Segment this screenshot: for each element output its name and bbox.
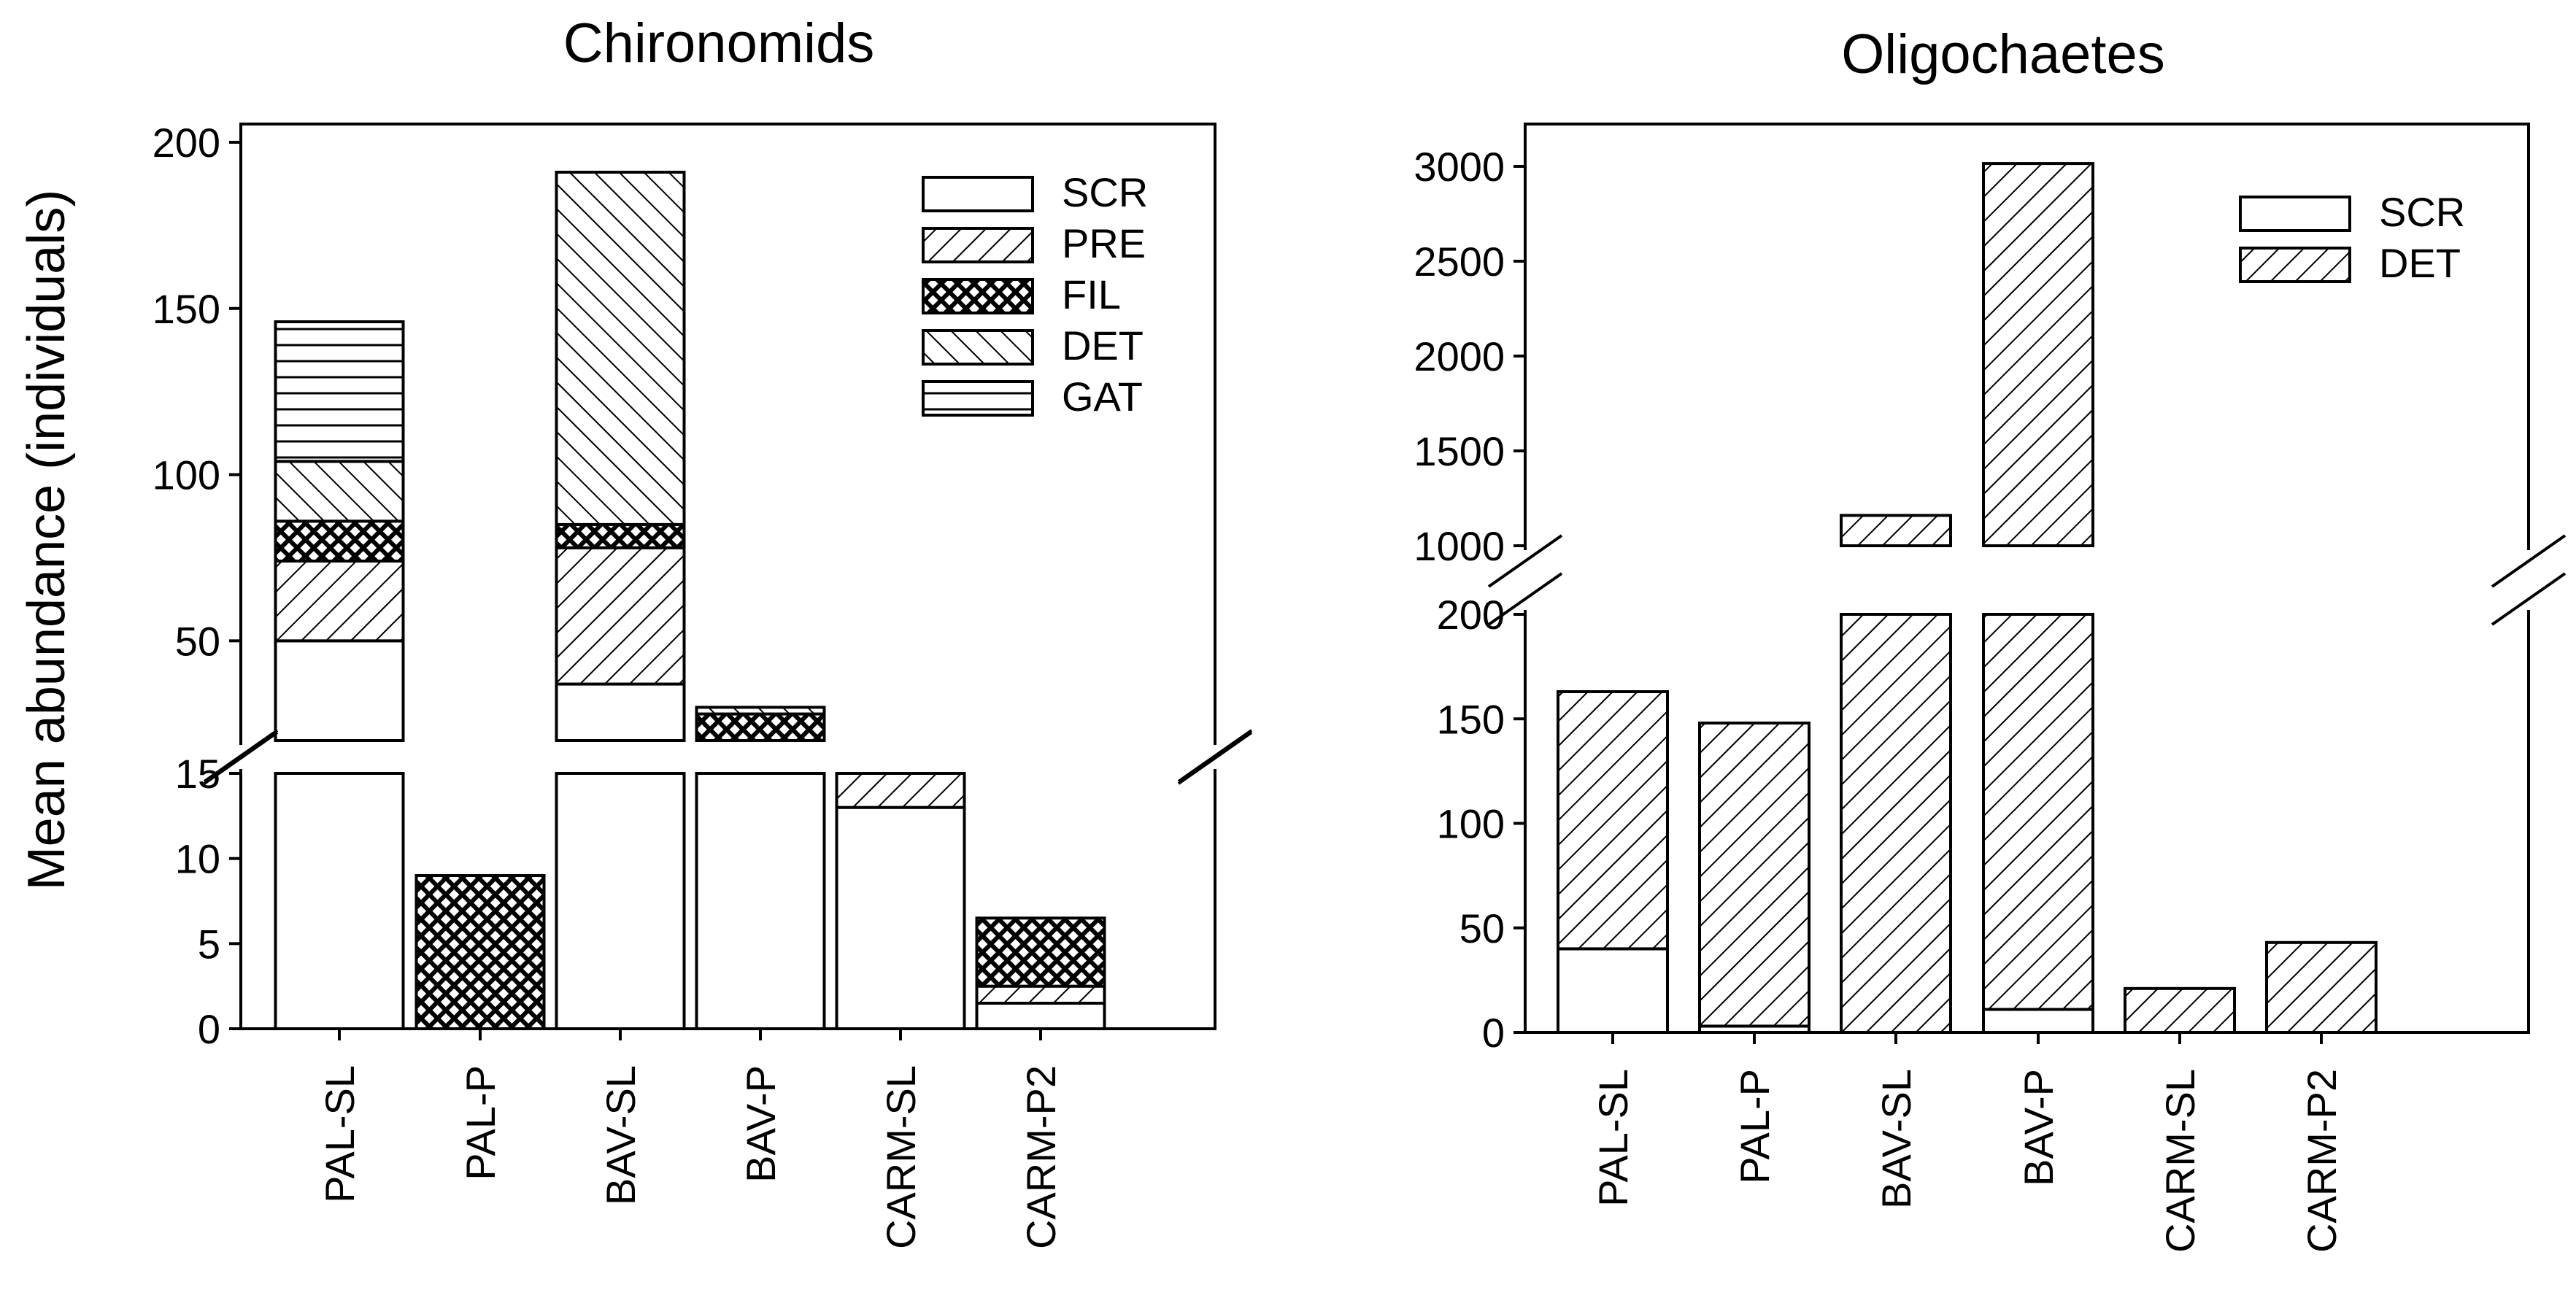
chironomids-title: Chironomids — [563, 12, 875, 74]
legend-label-det: DET — [1062, 322, 1144, 368]
axis-break-mark — [1177, 731, 1253, 785]
y-tick-label: 50 — [1459, 905, 1505, 951]
bar-bav-p-det — [1982, 613, 2094, 1011]
y-tick-label: 2500 — [1414, 239, 1505, 285]
bar-bav-sl-scr — [555, 682, 686, 742]
y-tick-label: 10 — [175, 836, 220, 882]
axis-break-mark — [2491, 534, 2567, 588]
bar-bav-sl-det — [555, 171, 686, 526]
bar-pal-sl-scr — [1557, 947, 1669, 1035]
y-tick-label: 150 — [153, 286, 220, 332]
y-tick-label: 1000 — [1414, 523, 1505, 569]
x-tick-label-bav-p: BAV-P — [738, 1065, 784, 1183]
bar-carm-sl-pre — [835, 772, 966, 809]
bar-pal-sl-gat — [274, 320, 405, 463]
legend-swatch-scr — [2239, 196, 2351, 232]
axis-break-mark — [1177, 729, 1253, 783]
bar-bav-sl-det — [1840, 613, 1952, 1034]
bar-carm-sl-scr — [835, 805, 966, 1030]
axis-break-gap-right — [2507, 550, 2550, 610]
oligochaetes-legend: SCR DET — [2239, 189, 2465, 286]
bar-bav-sl-scr — [555, 772, 686, 1030]
x-tick-label-carm-sl: CARM-SL — [2157, 1069, 2203, 1253]
axis-break-mark — [203, 731, 279, 785]
y-tick-label: 150 — [1437, 696, 1505, 742]
bar-bav-p-fil — [695, 712, 826, 742]
bar-carm-p2-fil — [975, 916, 1106, 988]
x-tick-label-pal-sl: PAL-SL — [317, 1065, 363, 1203]
y-tick-label: 200 — [1437, 592, 1505, 638]
chironomids-legend: SCR PRE FIL DET GAT — [922, 169, 1148, 420]
bar-bav-p-scr — [1982, 1008, 2094, 1034]
bar-bav-sl-pre — [555, 546, 686, 686]
axis-break-mark — [203, 729, 279, 783]
bar-pal-sl-det — [274, 460, 405, 523]
y-tick-label: 1500 — [1414, 428, 1505, 474]
bar-pal-p-det — [1698, 721, 1810, 1028]
bar-carm-sl-det — [2124, 986, 2236, 1034]
x-tick-label-carm-p2: CARM-P2 — [1018, 1065, 1064, 1249]
x-tick-label-pal-sl: PAL-SL — [1590, 1069, 1636, 1207]
bar-bav-p-det — [695, 706, 826, 716]
bar-bav-p-det — [1982, 162, 2094, 548]
legend-swatch-fil — [922, 278, 1034, 314]
legend-swatch-pre — [922, 227, 1034, 263]
bar-pal-p-fil — [414, 874, 546, 1030]
bar-carm-p2-det — [2265, 940, 2378, 1035]
axis-break-mark — [1487, 534, 1563, 588]
bar-bav-sl-fil — [555, 522, 686, 549]
x-tick-label-bav-sl: BAV-SL — [1873, 1069, 1919, 1209]
legend-swatch-det — [922, 329, 1034, 366]
bar-pal-sl-det — [1557, 690, 1669, 951]
y-tick-label: 50 — [175, 618, 220, 664]
x-tick-label-carm-sl: CARM-SL — [878, 1065, 924, 1249]
bar-bav-sl-det — [1840, 514, 1952, 548]
oligochaetes-title: Oligochaetes — [1841, 23, 2165, 85]
bar-pal-sl-fil — [274, 519, 405, 563]
bar-pal-sl-pre — [274, 560, 405, 643]
legend-label-pre: PRE — [1062, 220, 1146, 266]
bar-carm-p2-scr — [975, 1002, 1106, 1030]
x-tick-label-bav-sl: BAV-SL — [598, 1065, 644, 1205]
legend-label-fil: FIL — [1062, 271, 1121, 317]
bar-pal-sl-scr — [274, 639, 405, 742]
y-tick-label: 0 — [1482, 1010, 1505, 1056]
y-tick-label: 100 — [1437, 801, 1505, 847]
axis-break-gap-left — [1503, 550, 1547, 610]
legend-swatch-scr — [922, 176, 1034, 212]
oligochaetes-chart: Oligochaetes 0 50 100 150 200 1000 1500 2000 250… — [1414, 23, 2567, 1253]
legend-label-det: DET — [2379, 240, 2461, 286]
x-tick-label-pal-p: PAL-P — [1732, 1069, 1778, 1184]
legend-label-gat: GAT — [1062, 374, 1143, 420]
bar-pal-sl-scr — [274, 772, 405, 1030]
y-axis-label: Mean abundance (individuals) — [18, 190, 76, 891]
legend-label-scr: SCR — [2379, 189, 2465, 235]
y-tick-label: 2000 — [1414, 333, 1505, 379]
x-tick-label-bav-p: BAV-P — [2016, 1069, 2062, 1186]
legend-swatch-det — [2239, 247, 2351, 283]
bar-carm-p2-pre — [975, 984, 1106, 1005]
bar-bav-p-scr — [695, 772, 826, 1030]
x-tick-label-pal-p: PAL-P — [458, 1065, 504, 1181]
axis-break-mark — [2491, 572, 2567, 626]
legend-label-scr: SCR — [1062, 169, 1148, 215]
x-tick-label-carm-p2: CARM-P2 — [2299, 1069, 2345, 1253]
y-tick-label: 100 — [153, 452, 220, 498]
y-tick-label: 0 — [198, 1006, 220, 1052]
y-tick-label: 3000 — [1414, 144, 1505, 190]
legend-swatch-gat — [922, 380, 1034, 417]
axis-break-mark — [1487, 572, 1563, 626]
y-tick-label: 200 — [153, 120, 220, 166]
y-tick-label: 5 — [198, 921, 220, 967]
